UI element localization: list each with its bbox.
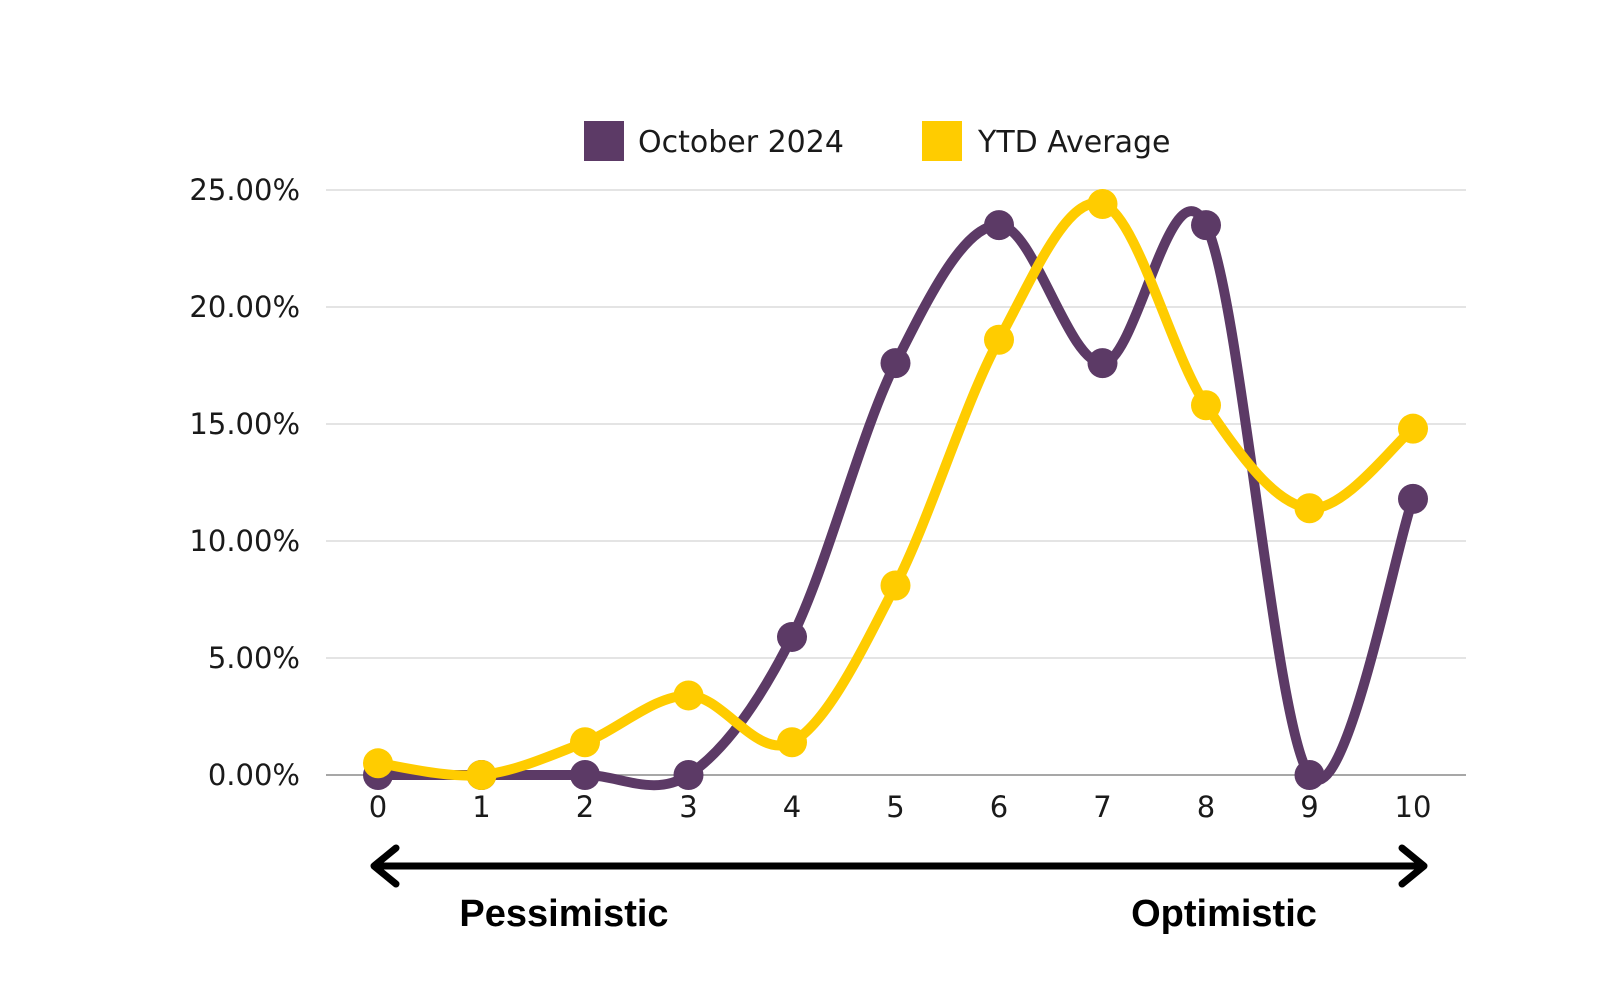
- sentiment-scale-arrow: [370, 844, 1428, 888]
- x-tick-label: 6: [990, 790, 1008, 824]
- series-group: [363, 189, 1428, 791]
- y-tick-label: 5.00%: [208, 641, 300, 675]
- legend: October 2024 YTD Average: [584, 121, 1170, 161]
- x-tick-label: 0: [369, 790, 387, 824]
- data-point: [1398, 413, 1428, 444]
- data-point: [1294, 760, 1325, 790]
- data-point: [880, 348, 911, 379]
- data-point: [1191, 210, 1221, 241]
- data-point: [466, 760, 497, 790]
- data-point: [1398, 483, 1428, 514]
- y-tick-label: 0.00%: [208, 758, 300, 792]
- scale-label-optimistic: Optimistic: [1131, 893, 1317, 935]
- legend-label: YTD Average: [977, 125, 1170, 160]
- x-tick-label: 9: [1300, 790, 1318, 824]
- data-point: [1087, 348, 1118, 379]
- x-tick-label: 8: [1197, 790, 1215, 824]
- x-tick-label: 7: [1093, 790, 1111, 824]
- data-point: [673, 680, 704, 711]
- legend-swatch: [922, 121, 962, 161]
- data-point: [984, 210, 1014, 241]
- data-point: [1191, 390, 1221, 421]
- series-0: [363, 206, 1428, 791]
- gridlines: [326, 189, 1466, 776]
- y-axis-ticks: 0.00% 5.00% 10.00% 15.00% 20.00% 25.00%: [189, 173, 300, 792]
- legend-swatch: [584, 121, 624, 161]
- data-point: [1294, 493, 1325, 524]
- data-point: [570, 727, 600, 758]
- x-tick-label: 1: [472, 790, 490, 824]
- data-point: [363, 748, 393, 779]
- y-tick-label: 15.00%: [189, 407, 300, 441]
- scale-arrow-left-head: [370, 844, 400, 888]
- series-line: [373, 206, 1418, 791]
- data-point: [777, 727, 807, 758]
- data-point: [570, 760, 600, 790]
- x-tick-label: 10: [1395, 790, 1432, 824]
- x-tick-label: 4: [783, 790, 801, 824]
- data-point: [777, 621, 807, 652]
- data-point: [1087, 189, 1118, 220]
- y-tick-label: 25.00%: [189, 173, 300, 207]
- scale-label-pessimistic: Pessimistic: [459, 893, 668, 935]
- x-axis-ticks: 0 1 2 3 4 5 6 7 8 9 10: [369, 790, 1432, 824]
- legend-label: October 2024: [638, 125, 844, 160]
- series-1: [363, 189, 1428, 790]
- y-tick-label: 20.00%: [189, 290, 300, 324]
- x-tick-label: 3: [679, 790, 697, 824]
- data-point: [880, 570, 911, 601]
- data-point: [673, 760, 704, 790]
- x-tick-label: 2: [576, 790, 594, 824]
- x-tick-label: 5: [886, 790, 904, 824]
- scale-arrow-right-head: [1398, 844, 1428, 888]
- data-point: [984, 324, 1014, 355]
- y-tick-label: 10.00%: [189, 524, 300, 558]
